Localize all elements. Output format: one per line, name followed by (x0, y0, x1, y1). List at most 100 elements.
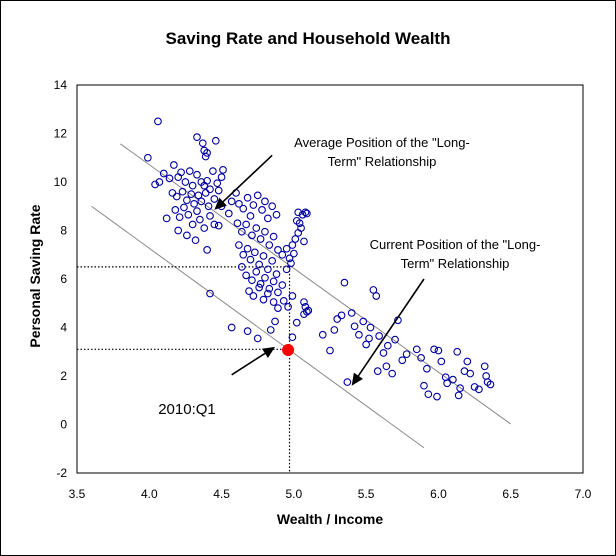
data-point (365, 334, 373, 343)
regression-line (91, 205, 425, 449)
data-point (292, 216, 301, 225)
highlight-point-2010-q1 (282, 344, 295, 357)
data-point (170, 161, 178, 169)
data-point (266, 326, 275, 334)
data-point (454, 391, 463, 400)
data-point (437, 357, 446, 366)
data-point (278, 281, 287, 289)
annotations-layer: Average Position of the "Long- Term" Rela… (158, 135, 540, 418)
data-point (253, 191, 262, 200)
data-point (480, 362, 489, 371)
data-point (292, 318, 301, 327)
data-point (193, 207, 201, 215)
data-point (259, 295, 268, 304)
data-point (154, 117, 162, 126)
data-point (402, 350, 411, 359)
data-point (318, 330, 327, 339)
data-point (249, 201, 258, 209)
data-point (203, 246, 211, 254)
data-point (172, 192, 181, 201)
data-point (253, 334, 262, 343)
data-point (265, 284, 274, 293)
data-point (475, 385, 483, 394)
data-point (162, 214, 171, 223)
data-point (297, 224, 305, 232)
data-point (301, 208, 310, 217)
data-point (443, 379, 451, 388)
data-point (388, 369, 397, 378)
data-point (304, 306, 313, 315)
data-point (417, 353, 425, 362)
data-point (268, 202, 277, 211)
data-point (466, 369, 475, 378)
data-point (284, 303, 292, 311)
annotation-arrow-head (351, 372, 363, 386)
data-point (263, 265, 272, 274)
data-point (285, 254, 294, 263)
x-tick-label: 6.0 (430, 487, 447, 501)
y-tick-label: 4 (60, 321, 67, 335)
data-point (326, 346, 334, 355)
data-point (201, 189, 210, 197)
data-point (268, 256, 277, 265)
data-point (198, 139, 207, 148)
annotation-arrow-shaft (231, 352, 266, 376)
data-point (227, 197, 236, 206)
x-tick-label: 5.0 (286, 487, 303, 501)
chart-title: Saving Rate and Household Wealth (166, 29, 451, 48)
y-axis-ticks: 14 12 10 8 6 4 2 0 -2 (54, 78, 68, 480)
data-point (210, 220, 219, 229)
data-point (269, 232, 278, 241)
x-tick-label: 4.5 (213, 487, 230, 501)
data-point (274, 304, 282, 312)
data-point (177, 168, 185, 177)
data-point (383, 341, 392, 350)
data-point (183, 231, 191, 240)
data-point (486, 380, 495, 389)
data-point (184, 210, 193, 219)
annotation-text: 2010:Q1 (158, 401, 216, 418)
data-point (456, 384, 464, 392)
data-point (188, 220, 197, 229)
data-point (265, 241, 274, 249)
data-point (261, 197, 269, 206)
data-point (242, 220, 250, 229)
x-tick-label: 7.0 (575, 487, 592, 501)
data-point (151, 180, 159, 189)
data-point (373, 367, 382, 376)
data-point (203, 176, 211, 185)
data-point (243, 193, 252, 202)
data-point (330, 326, 339, 334)
data-point (398, 356, 407, 365)
data-point (258, 206, 266, 214)
data-point (243, 244, 252, 253)
data-point (201, 152, 210, 161)
data-point (214, 186, 223, 195)
data-point (219, 166, 227, 174)
data-point (185, 167, 194, 175)
data-point (196, 215, 204, 224)
y-tick-label: 8 (60, 224, 67, 238)
data-point (453, 347, 462, 356)
data-point (470, 383, 479, 391)
data-point (288, 241, 297, 249)
data-point (430, 345, 438, 354)
data-point (214, 221, 223, 230)
data-point (242, 271, 250, 280)
annotation-text: Current Position of the "Long- (370, 237, 541, 252)
data-point (288, 333, 297, 342)
data-point (165, 174, 174, 183)
data-point (203, 149, 211, 157)
data-point (282, 244, 291, 253)
annotation-arrow-head (214, 197, 227, 210)
data-point (235, 241, 243, 249)
data-point (355, 330, 363, 339)
plot-area (76, 84, 584, 474)
data-point (424, 390, 433, 399)
data-point (206, 289, 214, 298)
data-point (391, 335, 399, 344)
data-point (193, 170, 201, 179)
data-point (366, 323, 375, 332)
data-point (239, 204, 248, 213)
